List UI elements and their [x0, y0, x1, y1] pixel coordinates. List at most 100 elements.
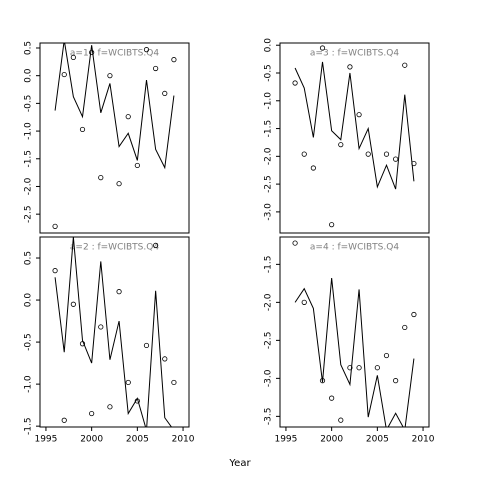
x-tick-label: 2000 — [320, 435, 343, 445]
y-tick-label: -1.5 — [264, 120, 274, 138]
panel-frame — [279, 42, 430, 234]
observed-point — [89, 410, 95, 417]
observed-point — [89, 49, 95, 56]
y-tick-label: -3.5 — [264, 408, 274, 426]
observed-point — [171, 57, 177, 63]
observed-point — [134, 398, 140, 404]
fitted-line — [294, 277, 415, 427]
plot-area — [52, 237, 177, 427]
observed-point — [107, 73, 113, 79]
x-tick-label: 2010 — [172, 435, 195, 445]
observed-point — [356, 112, 362, 118]
panel: a=3 : f=WCIBTS.Q4 0.0 -0.5 -1.0 -1.5 -2.0 -2.5… — [264, 38, 430, 234]
fitted-line — [294, 61, 415, 190]
panel-title: a=4 : f=WCIBTS.Q4 — [310, 243, 399, 253]
observed-point — [79, 341, 86, 347]
observed-point — [402, 324, 408, 331]
x-tick-label: 1995 — [34, 435, 57, 445]
observed-point — [411, 311, 417, 318]
y-tick-label: -2.5 — [24, 205, 34, 223]
y-tick-label: -3.0 — [264, 369, 274, 387]
y-tick-label: -2.5 — [264, 175, 274, 193]
observed-point — [125, 114, 131, 120]
observed-point — [98, 324, 104, 330]
observed-point — [143, 342, 150, 349]
x-tick-label: 2005 — [126, 435, 149, 445]
observed-point — [383, 352, 390, 359]
y-tick-label: -2.0 — [264, 293, 274, 311]
observed-point — [153, 242, 159, 249]
y-tick-label: 0.5 — [24, 41, 34, 55]
observed-point — [153, 65, 159, 72]
x-tick-label: 2005 — [366, 435, 389, 445]
fitted-line — [54, 43, 175, 170]
y-tick-label: -2.0 — [264, 147, 274, 165]
y-tick-label: -1.5 — [264, 256, 274, 274]
observed-point — [393, 378, 399, 384]
y-tick-label: -1.0 — [24, 375, 34, 393]
observed-point — [116, 289, 122, 295]
observed-point — [393, 156, 399, 162]
panel-frame — [39, 42, 190, 234]
observed-point — [61, 417, 67, 423]
observed-point — [319, 45, 326, 51]
panel-title: a=1 : f=WCIBTS.Q4 — [70, 49, 159, 59]
x-tick-label: 1995 — [274, 435, 297, 445]
y-tick-label: -2.5 — [264, 332, 274, 350]
x-tick-label: 2010 — [412, 435, 435, 445]
y-tick-label: -0.5 — [264, 64, 274, 82]
plot-area — [292, 45, 417, 228]
observed-point — [171, 379, 177, 386]
observed-point — [52, 223, 58, 229]
y-tick-label: 0.5 — [24, 251, 34, 265]
plot-area — [52, 43, 177, 229]
y-tick-label: 0.0 — [24, 293, 34, 308]
observed-point — [143, 47, 150, 53]
y-tick-label: -1.5 — [24, 150, 34, 168]
observed-point — [162, 356, 168, 362]
observed-point — [347, 64, 353, 70]
observed-point — [125, 379, 131, 386]
observed-point — [162, 90, 168, 97]
y-tick-label: 0.0 — [24, 68, 34, 83]
y-tick-label: -1.0 — [264, 92, 274, 110]
observed-point — [292, 80, 298, 86]
observed-point — [116, 181, 122, 187]
observed-point — [61, 71, 67, 78]
observed-point — [329, 395, 335, 401]
observed-point — [356, 365, 362, 371]
observed-point — [402, 62, 408, 68]
y-tick-label: -1.0 — [24, 122, 34, 140]
y-tick-label: -2.0 — [24, 177, 34, 195]
panel: a=1 : f=WCIBTS.Q4 0.5 0.0 -0.5 -1.0 -1.5 -2.0 -… — [24, 41, 190, 234]
observed-point — [329, 222, 335, 228]
fitted-line — [54, 237, 173, 427]
observed-point — [292, 240, 298, 246]
plot-area — [292, 240, 417, 427]
observed-point — [107, 404, 113, 410]
y-tick-label: -1.5 — [24, 417, 34, 435]
observed-point — [383, 151, 390, 157]
observed-point — [347, 365, 353, 371]
panel: a=4 : f=WCIBTS.Q4 -1.5 -2.0 -2.5 -3.0 -3.5199… — [264, 236, 435, 445]
observed-point — [301, 299, 307, 305]
panel-title: a=2 : f=WCIBTS.Q4 — [70, 243, 159, 253]
panel-title: a=3 : f=WCIBTS.Q4 — [310, 49, 399, 59]
observed-point — [70, 301, 76, 307]
observed-point — [98, 175, 104, 181]
observed-point — [310, 165, 316, 171]
y-tick-label: -3.0 — [264, 203, 274, 221]
observed-point — [301, 151, 307, 157]
observed-point — [338, 417, 344, 423]
observed-point — [319, 378, 326, 384]
x-tick-label: 2000 — [80, 435, 103, 445]
observed-point — [338, 142, 344, 148]
y-tick-label: -0.5 — [24, 333, 34, 351]
observed-point — [365, 151, 371, 157]
observed-point — [79, 126, 86, 133]
y-tick-label: 0.0 — [264, 38, 274, 53]
observed-point — [70, 54, 76, 61]
